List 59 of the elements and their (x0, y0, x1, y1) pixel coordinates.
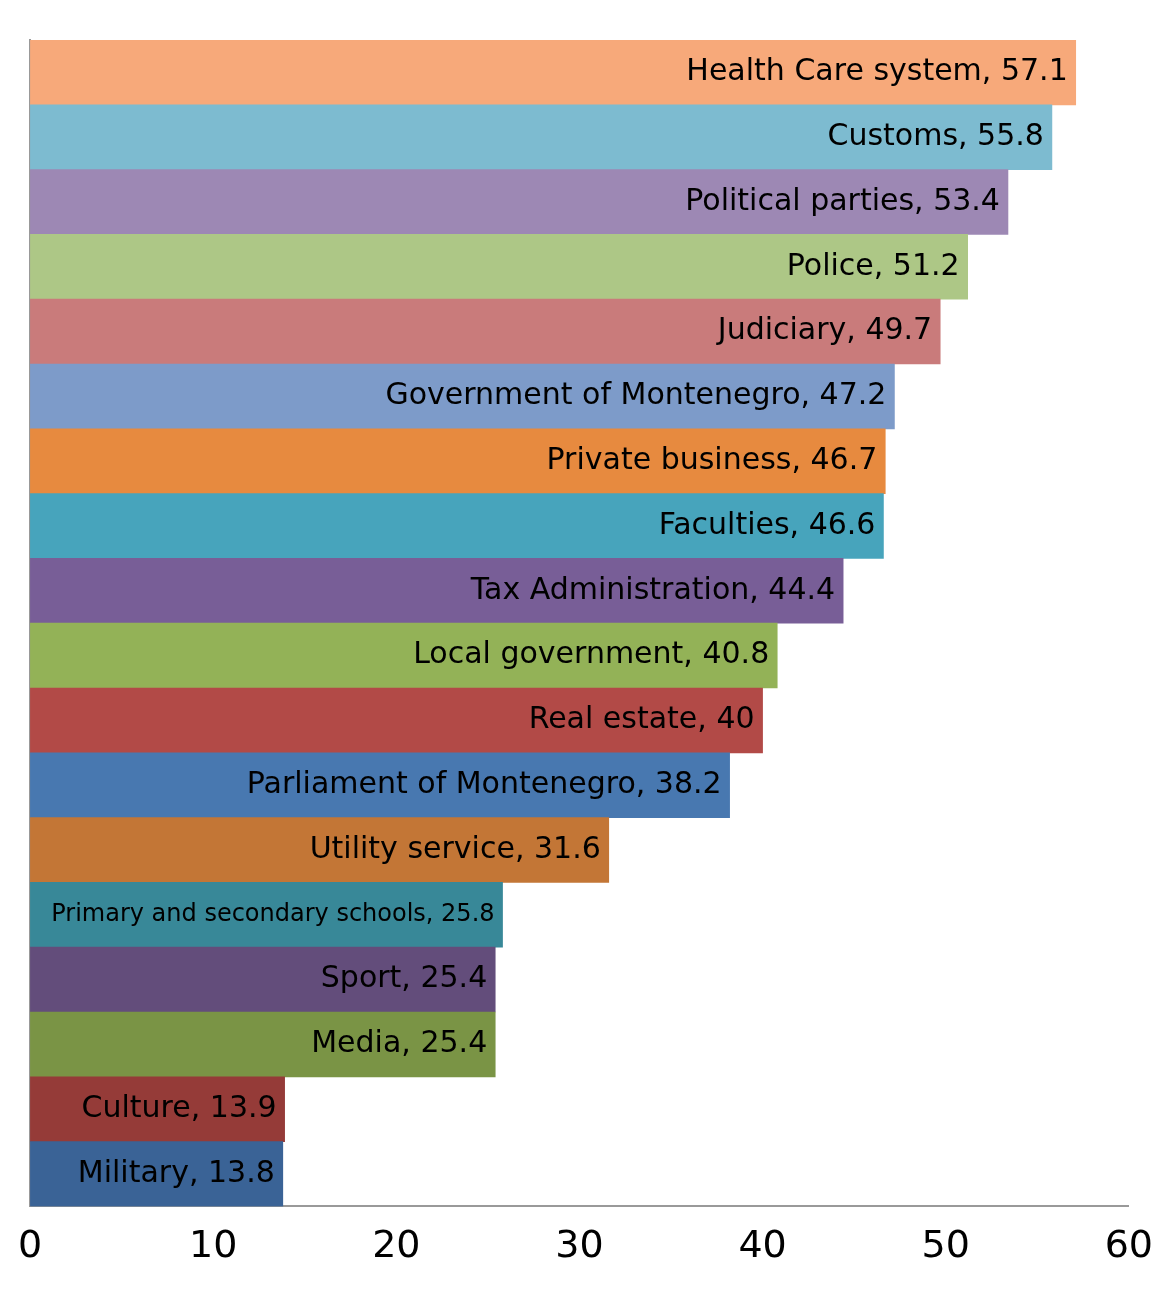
bar (30, 1011, 496, 1078)
y-tick-label: Media (311, 1024, 402, 1060)
data-label: , 38.2 (635, 765, 722, 800)
y-tick-label: Customs (827, 117, 959, 152)
bar (30, 104, 1053, 170)
data-label: , 55.8 (958, 117, 1044, 152)
data-label: , 44.4 (749, 570, 836, 606)
data-label: , 25.4 (401, 959, 488, 995)
bar (30, 946, 496, 1013)
bar (30, 363, 895, 430)
x-tick-label: 40 (738, 1222, 787, 1267)
bar (30, 558, 844, 624)
x-tick-label: 60 (1104, 1222, 1153, 1267)
y-tick-label: Judiciary (715, 311, 847, 347)
bar (30, 622, 778, 689)
x-tick-label: 30 (555, 1222, 604, 1267)
y-tick-label: Private business (546, 441, 792, 476)
y-tick-label: Primary and secondary schools (51, 899, 426, 928)
bar (30, 493, 884, 559)
bar (30, 298, 941, 365)
bar (30, 169, 1009, 235)
bar (30, 687, 763, 754)
y-tick-label: Sport (320, 959, 402, 995)
y-tick-label: Parliament of Montenegro (246, 765, 636, 800)
y-tick-label: Government of Montenegro (385, 376, 801, 412)
data-label: , 53.4 (914, 181, 1000, 217)
bar (30, 1076, 285, 1142)
data-label: , 57.1 (981, 52, 1068, 88)
data-label: , 13.9 (190, 1089, 277, 1124)
data-label: , 25.8 (425, 899, 495, 928)
data-label: , 40.8 (683, 635, 770, 671)
y-tick-label: Military (77, 1153, 189, 1189)
y-tick-label: Tax Administration (469, 570, 750, 606)
data-label: , 13.8 (188, 1153, 275, 1189)
x-tick-label: 10 (189, 1222, 238, 1267)
y-tick-label: Real estate (528, 700, 698, 736)
bar (30, 428, 886, 494)
data-label: , 47.2 (800, 376, 887, 412)
y-tick-label: Health Care system (686, 52, 982, 88)
data-label: , 46.6 (789, 505, 876, 541)
data-label: , 31.6 (514, 829, 601, 865)
x-tick-label: 0 (17, 1222, 43, 1267)
data-label: , 40 (697, 700, 755, 736)
data-label: , 25.4 (401, 1024, 488, 1060)
bar (30, 234, 969, 300)
data-label: , 49.7 (846, 311, 933, 347)
bar (30, 752, 730, 818)
y-tick-label: Local government (413, 635, 684, 671)
y-tick-label: Culture (81, 1089, 191, 1124)
y-tick-label: Faculties (658, 505, 790, 541)
bar (30, 40, 1077, 106)
x-tick-label: 50 (921, 1222, 970, 1267)
x-tick-label: 20 (372, 1222, 421, 1267)
y-tick-label: Political parties (685, 181, 915, 217)
bar (30, 817, 610, 883)
y-tick-label: Utility service (309, 829, 515, 865)
data-label: , 51.2 (873, 246, 960, 282)
y-tick-label: Police (786, 246, 874, 282)
data-label: , 46.7 (791, 441, 878, 476)
